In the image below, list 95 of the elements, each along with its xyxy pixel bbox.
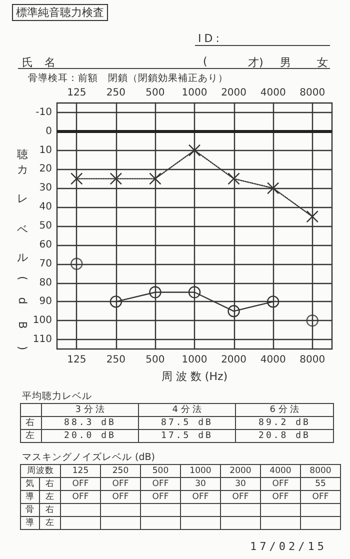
point — [188, 144, 201, 156]
text: 250 — [106, 354, 126, 366]
text: 右 — [40, 478, 60, 490]
category-label: 4000 — [270, 466, 292, 476]
text: 4000 — [260, 354, 286, 366]
x-tick-label: 8000 — [300, 88, 326, 98]
chart-subtitle: 骨導検耳：前額 閉鎖（閉鎖効果補正あり） — [28, 72, 228, 85]
text: 17.5 dB — [138, 430, 236, 442]
text: 導 — [20, 490, 40, 504]
point — [70, 172, 83, 185]
text: 17/02/15 — [250, 540, 327, 553]
y-tick-label: 100 — [32, 315, 52, 326]
text: 55 — [300, 478, 340, 490]
y-tick-label: 70 — [39, 258, 52, 270]
text: 右 — [20, 416, 42, 430]
text: 2000 — [221, 354, 247, 366]
text: 6 分 法 — [236, 404, 334, 416]
point — [149, 172, 162, 185]
text: OFF — [100, 490, 140, 504]
text: 8000 — [300, 354, 326, 366]
text: OFF — [180, 490, 220, 504]
x-axis-title: 周 波 数 (Hz) — [161, 370, 228, 383]
text: OFF — [220, 490, 260, 504]
y-tick-label: 30 — [39, 182, 52, 194]
text: ID: — [198, 32, 222, 45]
text: OFF — [140, 490, 180, 504]
y-tick-label: 10 — [39, 144, 52, 156]
text: OFF — [260, 478, 300, 490]
y-tick-label: 20 — [39, 164, 52, 175]
category-label: 500 — [152, 466, 169, 476]
text: 男 — [280, 55, 291, 70]
text: OFF — [60, 478, 100, 490]
text: 20.0 dB — [42, 430, 138, 442]
x-tick-label: 250 — [106, 88, 126, 98]
text: 才) — [248, 55, 264, 70]
text: 右 — [40, 504, 60, 516]
text: 4 分 法 — [138, 404, 236, 416]
y-tick-label: 90 — [39, 296, 52, 308]
point — [266, 182, 280, 194]
text: OFF — [300, 490, 340, 504]
point — [110, 296, 122, 308]
text: 左 — [40, 490, 60, 504]
category-label: 8000 — [310, 466, 332, 476]
text: 87.5 dB — [138, 416, 236, 430]
y-axis-title: 聴カレベル(dB) — [15, 140, 29, 368]
text: 500 — [146, 354, 165, 366]
y-tick-label: 50 — [39, 220, 52, 232]
y-tick-label: 110 — [32, 334, 52, 346]
y-tick-label: 40 — [39, 202, 52, 213]
point — [266, 296, 280, 308]
x-tick-label: 4000 — [260, 88, 286, 98]
point — [306, 210, 318, 223]
point — [228, 172, 240, 185]
y-tick-label: 80 — [39, 277, 52, 288]
text: 骨 — [20, 504, 40, 516]
text: 30 — [220, 478, 260, 490]
text: 左 — [40, 516, 60, 530]
text: 89.2 dB — [236, 416, 334, 430]
x-tick-label: 2000 — [221, 88, 247, 98]
text: 88.3 dB — [42, 416, 138, 430]
text: 平均聴力レベル — [22, 390, 92, 403]
text: マスキングノイズレベル (dB) — [22, 451, 155, 464]
x-tick-label: 125 — [67, 88, 86, 98]
text: 1000 — [182, 354, 208, 366]
text: 3 分 法 — [42, 404, 138, 416]
point — [188, 286, 201, 298]
text: 周波数 — [20, 464, 60, 478]
text: 30 — [180, 478, 220, 490]
x-tick-label: 1000 — [182, 88, 208, 98]
category-label: 1000 — [190, 466, 212, 476]
point — [306, 314, 318, 327]
text: OFF — [60, 490, 100, 504]
point — [110, 172, 122, 185]
text: 125 — [67, 354, 86, 366]
text: 女 — [317, 55, 328, 70]
text: 気 — [20, 478, 40, 490]
y-tick-label: -10 — [36, 106, 52, 118]
y-tick-label: 60 — [39, 239, 52, 250]
category-label: 250 — [112, 466, 129, 476]
category-label: 2000 — [230, 466, 252, 476]
point — [228, 305, 240, 318]
text: 20.8 dB — [236, 430, 334, 442]
text: OFF — [260, 490, 300, 504]
category-label: 125 — [72, 466, 89, 476]
text: OFF — [140, 478, 180, 490]
chart-title: 標準純音聴力検査 — [12, 4, 108, 21]
text: 左 — [20, 430, 42, 442]
text: ( — [203, 55, 208, 68]
text: 導 — [20, 516, 40, 530]
y-tick-label: 0 — [46, 126, 52, 137]
text: 氏 名 — [22, 55, 60, 70]
text: OFF — [100, 478, 140, 490]
point — [70, 258, 83, 270]
x-tick-label: 500 — [146, 88, 165, 98]
point — [149, 286, 162, 298]
